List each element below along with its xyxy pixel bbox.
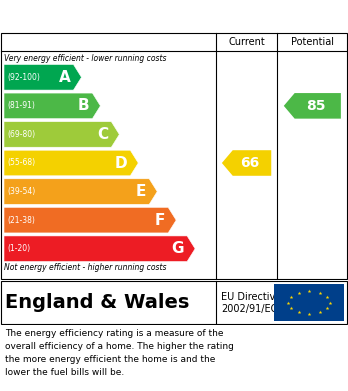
Text: G: G (172, 241, 184, 256)
Polygon shape (4, 150, 138, 176)
Text: (55-68): (55-68) (7, 158, 35, 167)
Text: The energy efficiency rating is a measure of the
overall efficiency of a home. T: The energy efficiency rating is a measur… (5, 329, 234, 377)
Text: B: B (78, 99, 89, 113)
Polygon shape (284, 93, 341, 118)
Text: (92-100): (92-100) (7, 73, 40, 82)
Polygon shape (4, 65, 81, 90)
Polygon shape (4, 122, 119, 147)
Polygon shape (4, 93, 100, 118)
Text: E: E (136, 184, 146, 199)
Polygon shape (4, 179, 157, 204)
Text: EU Directive: EU Directive (221, 292, 282, 302)
Text: England & Wales: England & Wales (5, 293, 189, 312)
Text: 2002/91/EC: 2002/91/EC (221, 304, 278, 314)
Text: A: A (59, 70, 70, 85)
Text: 66: 66 (240, 156, 260, 170)
Text: D: D (114, 156, 127, 170)
Text: (39-54): (39-54) (7, 187, 35, 196)
Text: 85: 85 (306, 99, 325, 113)
Text: Energy Efficiency Rating: Energy Efficiency Rating (10, 9, 220, 23)
Text: Very energy efficient - lower running costs: Very energy efficient - lower running co… (4, 54, 166, 63)
Polygon shape (4, 207, 176, 233)
Text: (81-91): (81-91) (7, 101, 35, 110)
Text: (21-38): (21-38) (7, 216, 35, 225)
Text: Current: Current (228, 37, 265, 47)
Bar (275, 284, 344, 321)
Text: C: C (97, 127, 108, 142)
Text: F: F (155, 213, 165, 228)
Text: Potential: Potential (291, 37, 334, 47)
Text: Not energy efficient - higher running costs: Not energy efficient - higher running co… (4, 262, 166, 271)
Polygon shape (4, 236, 195, 262)
Polygon shape (222, 150, 271, 176)
Text: (1-20): (1-20) (7, 244, 30, 253)
Text: (69-80): (69-80) (7, 130, 35, 139)
